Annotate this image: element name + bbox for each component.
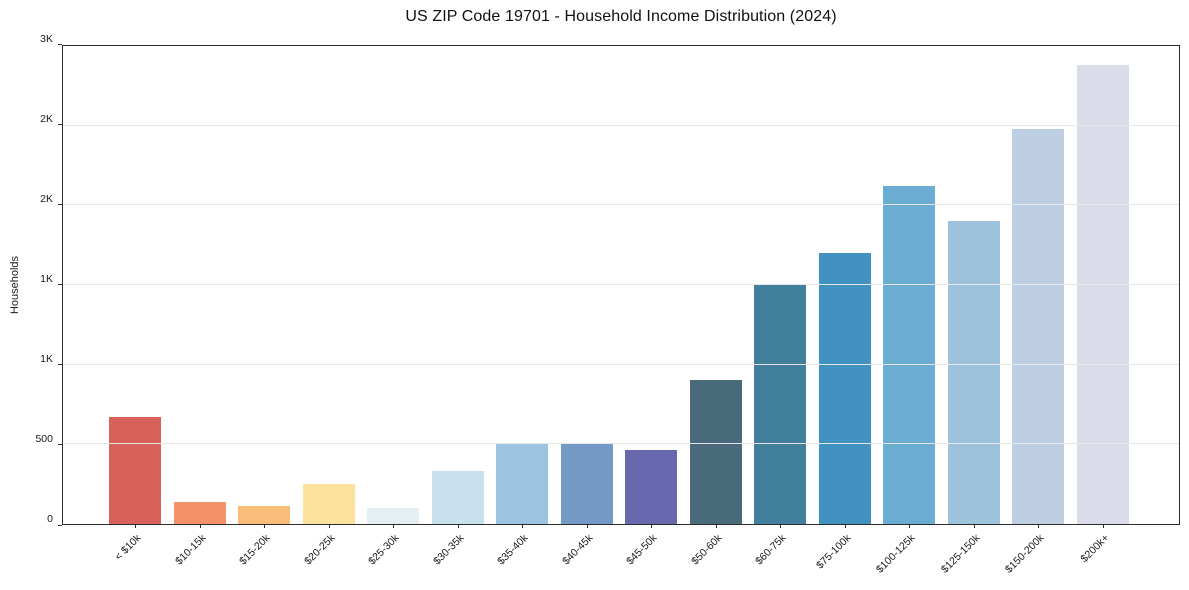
gridline: [63, 443, 1179, 445]
y-tick-mark: [58, 444, 62, 446]
bar-slot: $60-75k: [748, 46, 813, 567]
y-tick-mark: [58, 124, 62, 125]
x-tick-mark: [715, 524, 717, 528]
bar-slot: < $10k: [103, 46, 168, 563]
bar-slot: $40-45k: [555, 46, 620, 567]
x-tick-label: $60-75k: [753, 532, 789, 568]
y-tick-mark: [58, 525, 62, 526]
x-tick-label: $20-25k: [301, 532, 338, 568]
y-tick-label: 0: [47, 513, 53, 525]
bar: [431, 471, 484, 524]
x-tick-mark: [1102, 524, 1104, 528]
gridline: [63, 204, 1179, 206]
bar-slot: $15-20k: [232, 46, 297, 567]
y-tick-mark: [58, 364, 62, 366]
y-axis: 0 500 1K 1K 2K 2K 3K: [0, 33, 62, 526]
y-tick-label: 2K: [40, 113, 53, 125]
bar-slot: $10-15k: [168, 46, 233, 567]
bar-slot: $200k+: [1071, 46, 1136, 565]
gridline: [63, 284, 1179, 285]
x-tick-mark: [651, 524, 653, 528]
gridline: [63, 124, 1179, 126]
x-tick-mark: [199, 524, 201, 528]
x-tick-label: $30-35k: [430, 532, 467, 568]
x-tick-label: < $10k: [112, 532, 144, 563]
x-tick-label: $200k+: [1078, 532, 1112, 566]
y-tick-mark: [58, 204, 62, 206]
bar-slot: $35-40k: [490, 46, 555, 567]
bar: [238, 505, 291, 524]
x-tick-label: $125-150k: [938, 532, 983, 576]
y-tick-mark: [58, 44, 62, 45]
bar: [173, 501, 226, 524]
x-tick-label: $15-20k: [237, 532, 273, 568]
x-tick-mark: [973, 524, 975, 528]
bar: [1012, 128, 1065, 524]
bar: [367, 508, 420, 524]
bar: [689, 379, 742, 524]
bar-slot: $150-200k: [1003, 46, 1071, 576]
x-tick-label: $45-50k: [624, 532, 660, 568]
x-tick-mark: [780, 524, 782, 528]
gridline: [63, 363, 1179, 365]
x-tick-label: $40-45k: [559, 532, 596, 568]
bar: [1076, 65, 1129, 524]
bar: [109, 417, 162, 524]
bar-slot: $100-125k: [874, 46, 942, 576]
y-tick-label: 2K: [40, 193, 53, 206]
bar: [947, 221, 1000, 524]
bar-slot: $125-150k: [939, 46, 1007, 576]
x-tick-mark: [522, 524, 524, 528]
y-tick-label: 1K: [40, 353, 53, 366]
x-tick-mark: [393, 524, 395, 528]
y-tick-label: 1K: [40, 273, 53, 285]
bar: [818, 253, 871, 524]
bar: [754, 285, 807, 524]
x-tick-mark: [328, 524, 330, 528]
bar-slot: $45-50k: [619, 46, 684, 567]
x-tick-mark: [457, 524, 459, 528]
x-tick-mark: [909, 524, 911, 528]
chart-title: US ZIP Code 19701 - Household Income Dis…: [405, 8, 837, 25]
x-tick-mark: [1038, 524, 1040, 528]
x-tick-mark: [586, 524, 588, 528]
y-tick-label: 500: [35, 433, 53, 446]
x-tick-mark: [844, 524, 846, 528]
y-tick-mark: [58, 284, 62, 285]
bar-slot: $50-60k: [684, 46, 749, 567]
bar: [302, 484, 355, 524]
x-tick-label: $35-40k: [495, 532, 531, 568]
bar: [883, 186, 936, 524]
x-tick-label: $10-15k: [172, 532, 209, 568]
x-tick-mark: [135, 524, 137, 528]
x-tick-label: $75-100k: [813, 532, 854, 572]
bar: [496, 442, 549, 524]
bar-slot: $20-25k: [297, 46, 362, 567]
bar: [560, 443, 613, 524]
bar-slot: $30-35k: [426, 46, 491, 567]
bar-slot: $75-100k: [813, 46, 878, 571]
x-tick-label: $50-60k: [688, 532, 725, 568]
bar: [625, 449, 678, 524]
plot-area: < $10k $10-15k $15-20k $20-25k $25-30k $30-35…: [62, 45, 1180, 576]
x-tick-label: $150-200k: [1003, 532, 1047, 576]
bar-slot: $25-30k: [361, 46, 426, 567]
x-tick-mark: [264, 524, 266, 528]
x-tick-label: $25-30k: [366, 532, 402, 568]
bars-row: < $10k $10-15k $15-20k $20-25k $25-30k $30-35…: [63, 46, 1179, 576]
y-tick-label: 3K: [40, 33, 53, 45]
x-tick-label: $100-125k: [874, 532, 918, 576]
